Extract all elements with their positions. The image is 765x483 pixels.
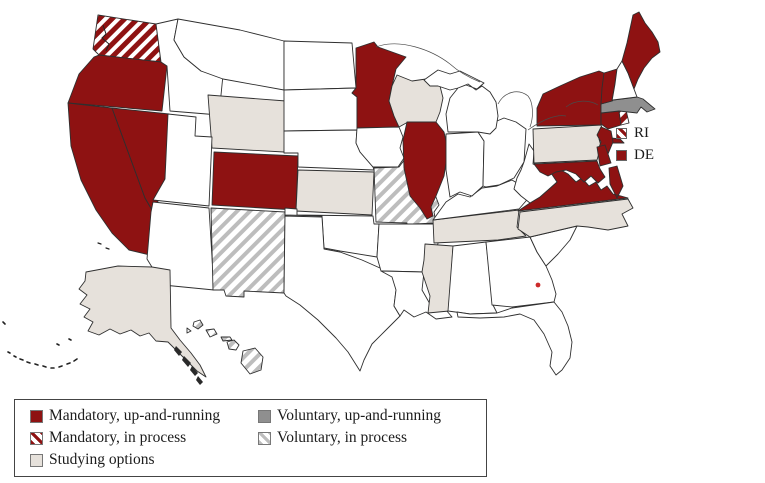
- alaska-panhandle-islands: [174, 346, 203, 385]
- legend-label: Voluntary, up-and-running: [277, 407, 442, 424]
- aleutian-islands: [2, 321, 78, 369]
- callout-swatch-de: [616, 150, 627, 161]
- state-nd: [283, 40, 357, 91]
- state-nc: [517, 198, 634, 238]
- legend-swatch-voluntary-process: [258, 431, 271, 445]
- legend-item-mandatory-running: Mandatory, up-and-running: [30, 406, 220, 426]
- channel-islands: [97, 242, 110, 250]
- legend-label: Studying options: [49, 451, 155, 468]
- state-md: [533, 160, 606, 184]
- state-ut: [152, 113, 213, 207]
- legend-label: Mandatory, in process: [49, 429, 187, 446]
- legend-label: Voluntary, in process: [277, 429, 408, 446]
- location-dot: [535, 282, 541, 288]
- state-il: [402, 121, 449, 220]
- state-ks: [295, 169, 375, 216]
- callout-de: DE: [616, 147, 654, 164]
- legend-swatch-mandatory-process: [30, 431, 43, 445]
- state-or: [67, 54, 168, 112]
- state-ak: [78, 265, 207, 378]
- state-co: [211, 151, 299, 211]
- state-pa: [532, 124, 605, 164]
- legend-item-voluntary-process: Voluntary, in process: [258, 428, 407, 448]
- state-in: [445, 131, 485, 198]
- legend-label: Mandatory, up-and-running: [49, 407, 221, 424]
- callout-ri: RI: [616, 125, 649, 142]
- state-me: [621, 11, 661, 90]
- legend-item-mandatory-process: Mandatory, in process: [30, 428, 186, 448]
- callout-label-ri: RI: [634, 125, 649, 141]
- legend: Mandatory, up-and-running Mandatory, in …: [14, 399, 487, 477]
- legend-item-studying: Studying options: [30, 450, 155, 470]
- lake-superior-outline: [375, 43, 481, 83]
- state-mi: [423, 69, 499, 135]
- lake-ontario-outline: [565, 100, 599, 108]
- state-ia: [355, 126, 405, 168]
- callout-swatch-ri: [616, 128, 627, 139]
- state-wi: [388, 74, 444, 128]
- lake-erie-outline: [527, 115, 567, 131]
- state-nm: [210, 207, 286, 298]
- legend-swatch-mandatory-running: [30, 409, 43, 423]
- callout-label-de: DE: [634, 147, 654, 163]
- lake-huron-outline: [497, 91, 533, 128]
- map-decorations: [2, 24, 599, 385]
- state-de: [596, 144, 612, 167]
- state-mt: [173, 18, 285, 91]
- state-fl: [456, 301, 573, 376]
- state-hi: [186, 319, 264, 375]
- puget-sound-detail: [101, 24, 110, 52]
- state-tx: [283, 215, 401, 372]
- states-layer: [67, 11, 661, 378]
- legend-swatch-voluntary-running: [258, 409, 271, 423]
- legend-swatch-studying: [30, 453, 43, 467]
- state-oh: [477, 117, 527, 188]
- legend-item-voluntary-running: Voluntary, up-and-running: [258, 406, 441, 426]
- state-wy: [207, 94, 287, 153]
- state-sd: [283, 87, 358, 132]
